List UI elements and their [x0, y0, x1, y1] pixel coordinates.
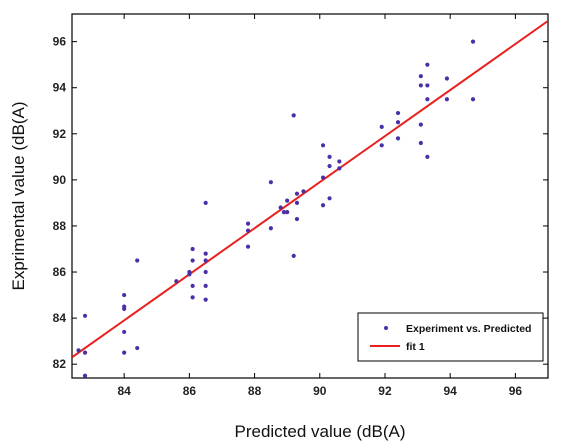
data-point	[190, 246, 195, 252]
data-point	[203, 200, 208, 206]
data-point	[268, 226, 273, 231]
x-tick-label: 84	[117, 384, 131, 398]
data-point	[285, 210, 290, 215]
data-point	[245, 221, 251, 226]
data-point	[425, 154, 430, 159]
data-point	[190, 283, 195, 288]
x-tick-label: 92	[378, 384, 392, 398]
data-point	[268, 180, 273, 185]
data-point	[294, 216, 300, 222]
data-point	[190, 295, 195, 300]
y-tick-label: 90	[53, 173, 67, 187]
y-axis-label: Exprimental value (dB(A)	[9, 102, 28, 291]
data-point	[291, 113, 296, 118]
data-point	[320, 143, 326, 148]
data-point	[470, 97, 476, 102]
data-point	[444, 76, 450, 81]
x-axis-label: Predicted value (dB(A)	[234, 422, 405, 441]
data-point	[425, 62, 430, 67]
data-point	[337, 166, 342, 171]
legend: Experiment vs. Predicted fit 1	[357, 312, 544, 362]
data-point	[82, 313, 88, 318]
fit-line	[72, 20, 548, 359]
x-tick-label: 88	[248, 384, 262, 398]
y-tick-label: 88	[53, 219, 67, 233]
x-tick-label: 96	[509, 384, 523, 398]
data-point	[418, 140, 423, 146]
y-tick-label: 96	[53, 35, 67, 49]
legend-marker-experiment	[384, 326, 388, 330]
data-point	[82, 373, 88, 378]
data-point	[203, 269, 208, 275]
data-point	[122, 329, 127, 335]
data-point	[320, 175, 326, 180]
data-point	[294, 191, 300, 196]
data-point	[327, 154, 332, 159]
legend-box	[357, 312, 544, 362]
data-point	[379, 124, 384, 129]
x-axis-ticks: 84 86 88 90 92 94 96	[117, 14, 522, 398]
legend-label-fit: fit 1	[406, 341, 425, 353]
data-point	[395, 120, 401, 125]
data-point	[281, 210, 287, 215]
data-point	[379, 143, 384, 148]
data-point	[135, 345, 140, 351]
data-point	[135, 258, 140, 263]
data-point	[285, 198, 290, 203]
data-point	[327, 196, 332, 201]
y-tick-label: 86	[53, 265, 67, 279]
x-tick-label: 94	[444, 384, 458, 398]
legend-label-experiment: Experiment vs. Predicted	[406, 323, 531, 335]
data-point	[122, 292, 127, 298]
y-tick-label: 84	[53, 311, 67, 325]
data-points-layer	[76, 39, 476, 378]
data-point	[278, 205, 283, 210]
data-point	[301, 189, 306, 194]
data-point	[174, 279, 179, 284]
data-point	[245, 228, 251, 233]
data-point	[203, 251, 208, 256]
y-tick-label: 92	[53, 127, 67, 141]
y-tick-label: 82	[53, 357, 67, 371]
data-point	[425, 97, 430, 102]
data-point	[203, 283, 208, 288]
data-point	[190, 258, 195, 263]
data-point	[291, 253, 296, 258]
data-point	[418, 74, 423, 79]
y-tick-label: 94	[53, 81, 67, 95]
data-point	[82, 350, 88, 355]
data-point	[203, 258, 208, 263]
y-axis-ticks: 82 84 86 88 90 92 94 96	[53, 35, 548, 371]
data-point	[327, 163, 332, 169]
data-point	[187, 269, 192, 275]
data-point	[203, 297, 208, 302]
data-point	[395, 136, 401, 141]
data-point	[395, 110, 401, 116]
fit-line-layer	[72, 20, 548, 359]
data-point	[320, 203, 326, 208]
data-point	[470, 39, 476, 44]
data-point	[425, 83, 430, 88]
x-tick-label: 86	[183, 384, 197, 398]
data-point	[294, 200, 300, 206]
data-point	[444, 97, 450, 102]
data-point	[245, 244, 251, 249]
data-point	[76, 348, 81, 353]
data-point	[122, 306, 127, 311]
data-point	[337, 159, 342, 164]
data-point	[122, 350, 127, 355]
data-point	[418, 83, 423, 88]
data-point	[418, 122, 423, 127]
x-tick-label: 90	[313, 384, 327, 398]
